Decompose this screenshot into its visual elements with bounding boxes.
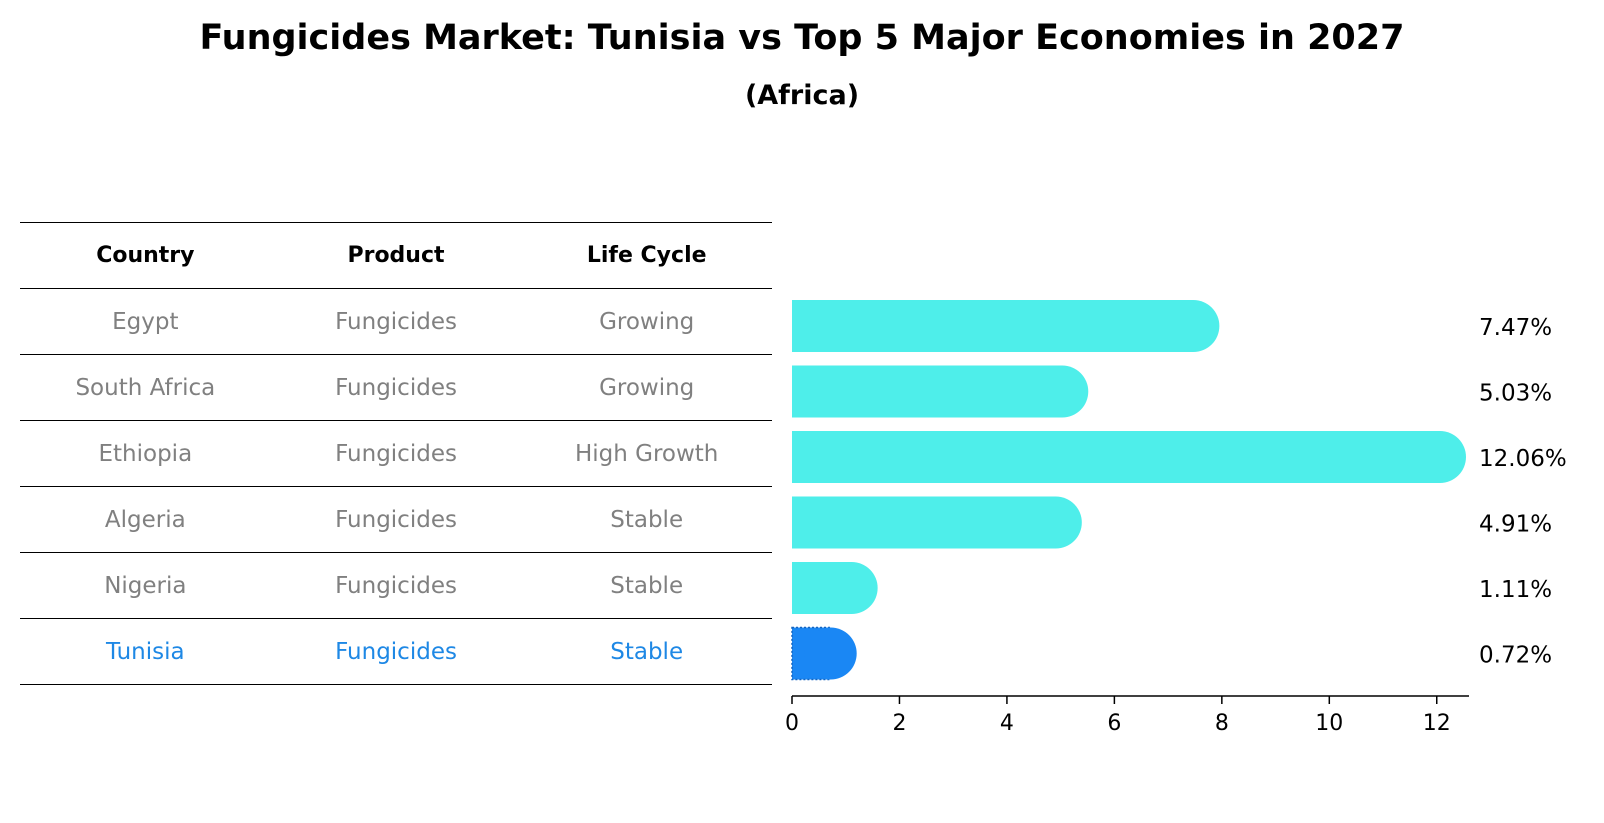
- cell-country: Ethiopia: [98, 440, 193, 467]
- cell-product: Fungicides: [335, 572, 457, 599]
- country-table: Country Product Life Cycle Egypt Fungici…: [20, 222, 772, 685]
- bar-tunisia: [791, 626, 857, 681]
- bar-south-africa: [792, 365, 1089, 418]
- value-label: 12.06%: [1479, 446, 1567, 472]
- x-tick-label: 8: [1215, 711, 1229, 736]
- cell-product: Fungicides: [335, 638, 457, 665]
- bar-cap: [1036, 365, 1089, 418]
- cell-country: Nigeria: [104, 572, 187, 599]
- cell-life-cycle: Stable: [610, 638, 684, 665]
- bar-body: [792, 300, 1194, 352]
- bar-cap: [825, 562, 878, 614]
- bar-egypt: [792, 300, 1220, 352]
- bar-body: [792, 365, 1063, 418]
- cell-life-cycle: Stable: [610, 506, 684, 533]
- table-row: Algeria Fungicides Stable: [20, 487, 772, 553]
- cell-life-cycle: Growing: [599, 374, 695, 401]
- cell-life-cycle: Stable: [610, 572, 684, 599]
- cell-country: Tunisia: [106, 638, 185, 665]
- x-tick-label: 12: [1423, 711, 1451, 736]
- header-life-cycle: Life Cycle: [586, 243, 707, 268]
- x-tick-label: 0: [785, 711, 799, 736]
- cell-life-cycle: High Growth: [574, 440, 719, 467]
- table-row: Ethiopia Fungicides High Growth: [20, 421, 772, 487]
- table-row: South Africa Fungicides Growing: [20, 355, 772, 421]
- x-tick-label: 4: [1000, 711, 1014, 736]
- bar-cap: [1413, 431, 1466, 483]
- bar-ethiopia: [792, 431, 1466, 483]
- bar-cap: [1167, 300, 1220, 352]
- value-label: 0.72%: [1479, 643, 1552, 669]
- cell-product: Fungicides: [335, 374, 457, 401]
- table-header-row: Country Product Life Cycle: [20, 223, 772, 289]
- cell-life-cycle: Growing: [599, 308, 695, 335]
- chart-subtitle: (Africa): [744, 80, 860, 111]
- bar-cap: [804, 627, 857, 680]
- bar-cap: [1029, 496, 1082, 549]
- header-country: Country: [96, 243, 195, 268]
- header-product: Product: [347, 243, 445, 268]
- cell-product: Fungicides: [335, 506, 457, 533]
- bar-body: [792, 431, 1440, 483]
- bar-algeria: [792, 496, 1082, 549]
- value-label: 5.03%: [1479, 381, 1552, 407]
- cell-country: Egypt: [112, 308, 179, 335]
- table-row: Egypt Fungicides Growing: [20, 289, 772, 355]
- bar-nigeria: [792, 562, 878, 614]
- x-tick-label: 10: [1315, 711, 1343, 736]
- value-label: 4.91%: [1479, 512, 1552, 538]
- cell-country: Algeria: [104, 506, 186, 533]
- x-tick-label: 2: [892, 711, 906, 736]
- table-row-highlight: Tunisia Fungicides Stable: [20, 619, 772, 685]
- cell-country: South Africa: [75, 374, 216, 401]
- value-label: 7.47%: [1479, 315, 1552, 341]
- table-row: Nigeria Fungicides Stable: [20, 553, 772, 619]
- value-label: 1.11%: [1479, 577, 1552, 603]
- x-tick-label: 6: [1107, 711, 1121, 736]
- cell-product: Fungicides: [335, 440, 457, 467]
- bar-body: [792, 496, 1056, 549]
- cell-product: Fungicides: [335, 308, 457, 335]
- chart-title: Fungicides Market: Tunisia vs Top 5 Majo…: [199, 18, 1405, 58]
